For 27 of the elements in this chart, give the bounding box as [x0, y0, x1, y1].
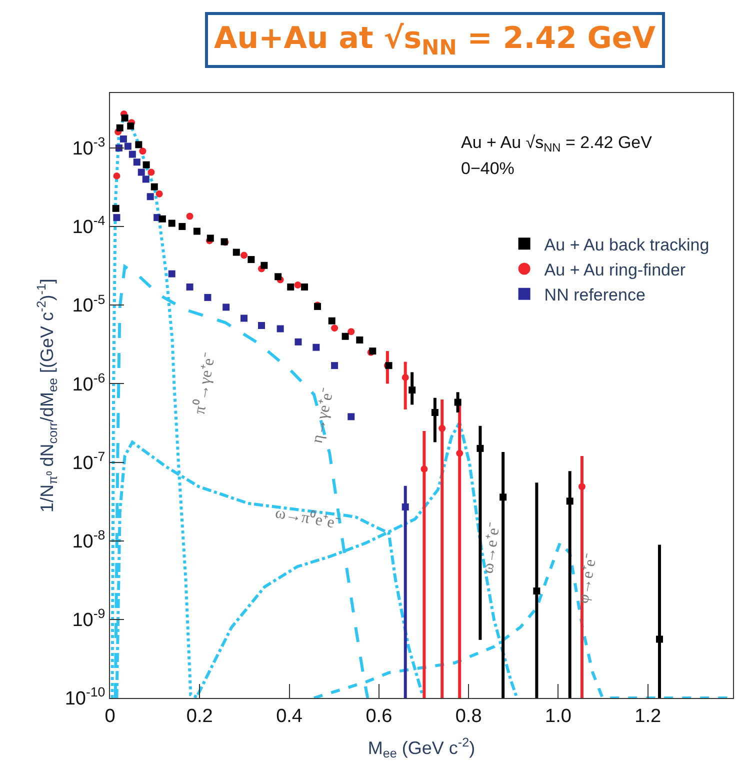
x-tick-label: 1.0	[544, 706, 572, 727]
chart-title: Au+Au at √s$_{NN}$ = 2.42 GeV	[214, 21, 656, 60]
legend-label: NN reference	[544, 285, 646, 304]
x-tick-label: 0.4	[276, 706, 303, 727]
annotation: η→γe⁺e⁻	[308, 386, 338, 445]
x-tick-label: 0.2	[186, 706, 213, 727]
annotation: φ→e⁺e⁻	[574, 553, 600, 605]
annotation: ω→e⁺e⁻	[480, 522, 504, 575]
annotation: π⁰→γe⁺e⁻	[190, 352, 219, 416]
legend-label: Au + Au back tracking	[544, 235, 710, 254]
legend-label: Au + Au ring-finder	[544, 260, 686, 280]
annotation: Au + Au √s$_{NN}$ = 2.42 GeV	[461, 133, 653, 155]
y-tick-label: 10$^{-4}$	[72, 213, 106, 238]
x-axis-title: M$_{ee}$ (GeV c$^{-2}$)	[368, 735, 476, 761]
x-tick-label: 0.6	[366, 706, 392, 727]
y-tick-label: 10$^{-8}$	[72, 528, 106, 552]
y-tick-label: 10$^{-5}$	[72, 292, 106, 317]
y-tick-label: 10$^{-3}$	[72, 134, 106, 160]
y-tick-label: 10$^{-9}$	[72, 606, 106, 632]
x-tick-label: 1.2	[634, 706, 662, 727]
x-tick-label: 0	[104, 706, 116, 727]
annotation: 0−40%	[461, 159, 514, 178]
annotation: ω→π⁰e⁺e⁻	[274, 504, 341, 533]
y-tick-label: 10$^{-7}$	[72, 448, 106, 474]
y-tick-label: 10$^{-10}$	[64, 684, 106, 710]
y-tick-label: 10$^{-6}$	[72, 370, 106, 396]
x-tick-label: 0.8	[455, 706, 482, 727]
